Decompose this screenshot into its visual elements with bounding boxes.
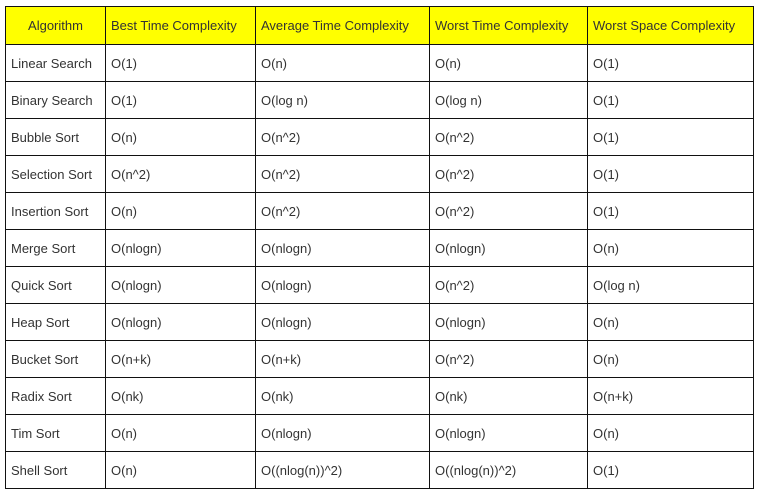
complexity-cell: O(n): [105, 192, 256, 230]
table-row: Selection Sort O(n^2) O(n^2) O(n^2) O(1): [5, 155, 754, 193]
complexity-cell: O((nlog(n))^2): [255, 451, 430, 489]
complexity-cell: O(nk): [255, 377, 430, 415]
complexity-cell: O(nlogn): [255, 414, 430, 452]
table-body: Linear Search O(1) O(n) O(n) O(1) Binary Sear…: [5, 44, 754, 489]
table-row: Shell Sort O(n) O((nlog(n))^2) O((nlog(n))^…: [5, 451, 754, 489]
complexity-cell: O(n): [105, 451, 256, 489]
table-row: Insertion Sort O(n) O(n^2) O(n^2) O(1): [5, 192, 754, 230]
complexity-cell: O(nlogn): [429, 414, 588, 452]
complexity-cell: O(n^2): [429, 340, 588, 378]
table-row: Heap Sort O(nlogn) O(nlogn) O(nlogn) O(n): [5, 303, 754, 341]
complexity-cell: O(1): [587, 155, 754, 193]
table-row: Binary Search O(1) O(log n) O(log n) O(1): [5, 81, 754, 119]
algorithm-name: Bubble Sort: [5, 118, 106, 156]
complexity-cell: O(n): [255, 44, 430, 82]
algorithm-name: Heap Sort: [5, 303, 106, 341]
complexity-cell: O(n^2): [429, 155, 588, 193]
complexity-table: Algorithm Best Time Complexity Average Tim…: [5, 6, 754, 489]
table-row: Bubble Sort O(n) O(n^2) O(n^2) O(1): [5, 118, 754, 156]
column-header: Worst Time Complexity: [429, 6, 588, 45]
table-row: Radix Sort O(nk) O(nk) O(nk) O(n+k): [5, 377, 754, 415]
algorithm-name: Tim Sort: [5, 414, 106, 452]
table-row: Tim Sort O(n) O(nlogn) O(nlogn) O(n): [5, 414, 754, 452]
complexity-cell: O(n^2): [105, 155, 256, 193]
table-row: Quick Sort O(nlogn) O(nlogn) O(n^2) O(log n): [5, 266, 754, 304]
table-row: Linear Search O(1) O(n) O(n) O(1): [5, 44, 754, 82]
algorithm-name: Binary Search: [5, 81, 106, 119]
column-header: Algorithm: [5, 6, 106, 45]
algorithm-name: Linear Search: [5, 44, 106, 82]
algorithm-name: Insertion Sort: [5, 192, 106, 230]
complexity-cell: O(nlogn): [429, 229, 588, 267]
header-row: Algorithm Best Time Complexity Average Tim…: [5, 6, 754, 45]
complexity-cell: O(log n): [587, 266, 754, 304]
complexity-cell: O(nlogn): [255, 229, 430, 267]
complexity-cell: O(nlogn): [105, 266, 256, 304]
complexity-cell: O(log n): [429, 81, 588, 119]
complexity-cell: O(1): [587, 118, 754, 156]
column-header: Best Time Complexity: [105, 6, 256, 45]
complexity-cell: O(n^2): [255, 118, 430, 156]
complexity-cell: O(log n): [255, 81, 430, 119]
table-row: Bucket Sort O(n+k) O(n+k) O(n^2) O(n): [5, 340, 754, 378]
complexity-cell: O(n^2): [429, 118, 588, 156]
algorithm-name: Shell Sort: [5, 451, 106, 489]
complexity-cell: O(n+k): [105, 340, 256, 378]
algorithm-name: Merge Sort: [5, 229, 106, 267]
complexity-cell: O(1): [105, 81, 256, 119]
table-row: Merge Sort O(nlogn) O(nlogn) O(nlogn) O(n): [5, 229, 754, 267]
complexity-cell: O(n): [587, 340, 754, 378]
complexity-cell: O(1): [587, 192, 754, 230]
complexity-cell: O((nlog(n))^2): [429, 451, 588, 489]
complexity-cell: O(nlogn): [255, 266, 430, 304]
complexity-cell: O(nlogn): [429, 303, 588, 341]
complexity-cell: O(1): [105, 44, 256, 82]
complexity-cell: O(n^2): [255, 192, 430, 230]
algorithm-name: Selection Sort: [5, 155, 106, 193]
complexity-cell: O(nlogn): [255, 303, 430, 341]
complexity-cell: O(1): [587, 451, 754, 489]
complexity-cell: O(1): [587, 81, 754, 119]
complexity-cell: O(nk): [429, 377, 588, 415]
algorithm-name: Bucket Sort: [5, 340, 106, 378]
complexity-cell: O(nlogn): [105, 229, 256, 267]
complexity-cell: O(n^2): [429, 192, 588, 230]
complexity-cell: O(n+k): [587, 377, 754, 415]
complexity-cell: O(n+k): [255, 340, 430, 378]
complexity-cell: O(n): [587, 303, 754, 341]
complexity-cell: O(1): [587, 44, 754, 82]
complexity-cell: O(n): [105, 118, 256, 156]
algorithm-name: Quick Sort: [5, 266, 106, 304]
complexity-cell: O(nk): [105, 377, 256, 415]
complexity-cell: O(n): [587, 414, 754, 452]
complexity-cell: O(n): [429, 44, 588, 82]
complexity-cell: O(n^2): [255, 155, 430, 193]
complexity-cell: O(n^2): [429, 266, 588, 304]
complexity-cell: O(n): [105, 414, 256, 452]
complexity-cell: O(n): [587, 229, 754, 267]
column-header: Average Time Complexity: [255, 6, 430, 45]
algorithm-name: Radix Sort: [5, 377, 106, 415]
complexity-cell: O(nlogn): [105, 303, 256, 341]
column-header: Worst Space Complexity: [587, 6, 754, 45]
